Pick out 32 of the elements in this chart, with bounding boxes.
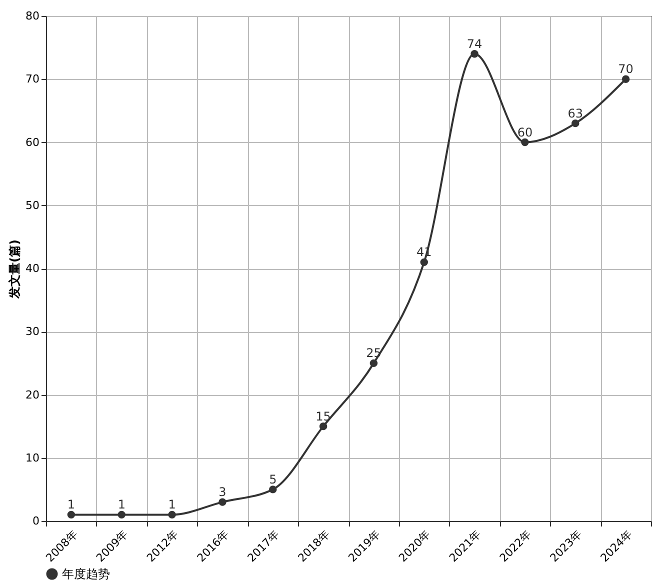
data-label: 1 bbox=[67, 498, 76, 512]
y-tick-label: 0 bbox=[32, 514, 40, 528]
data-label: 60 bbox=[517, 125, 533, 140]
point bbox=[67, 510, 76, 519]
point bbox=[319, 422, 328, 430]
y-axis-title: 发文量(篇) bbox=[8, 240, 22, 300]
y-tick-label: 60 bbox=[26, 136, 40, 149]
y-tick-label: 10 bbox=[26, 451, 40, 464]
y-tick-label: 30 bbox=[26, 325, 40, 338]
point bbox=[118, 510, 126, 519]
point bbox=[218, 498, 226, 506]
data-label: 70 bbox=[618, 62, 634, 76]
data-label: 3 bbox=[218, 485, 226, 500]
y-tick-label: 80 bbox=[26, 10, 40, 22]
y-tick-label: 50 bbox=[26, 198, 40, 212]
point bbox=[370, 359, 378, 368]
data-label: 74 bbox=[466, 36, 482, 51]
point bbox=[168, 510, 176, 519]
data-label: 5 bbox=[269, 472, 277, 486]
point bbox=[470, 50, 478, 58]
y-tick-label: 40 bbox=[26, 262, 40, 275]
point bbox=[572, 119, 580, 128]
legend-label: 年度趋势 bbox=[62, 567, 110, 581]
data-label: 63 bbox=[568, 106, 584, 120]
point bbox=[420, 258, 428, 266]
y-tick-label: 20 bbox=[26, 388, 40, 402]
y-tick-label: 70 bbox=[26, 72, 40, 86]
data-label: 1 bbox=[118, 498, 126, 512]
point bbox=[521, 138, 529, 146]
data-label: 1 bbox=[168, 498, 176, 512]
point bbox=[269, 486, 277, 494]
point bbox=[622, 75, 630, 83]
